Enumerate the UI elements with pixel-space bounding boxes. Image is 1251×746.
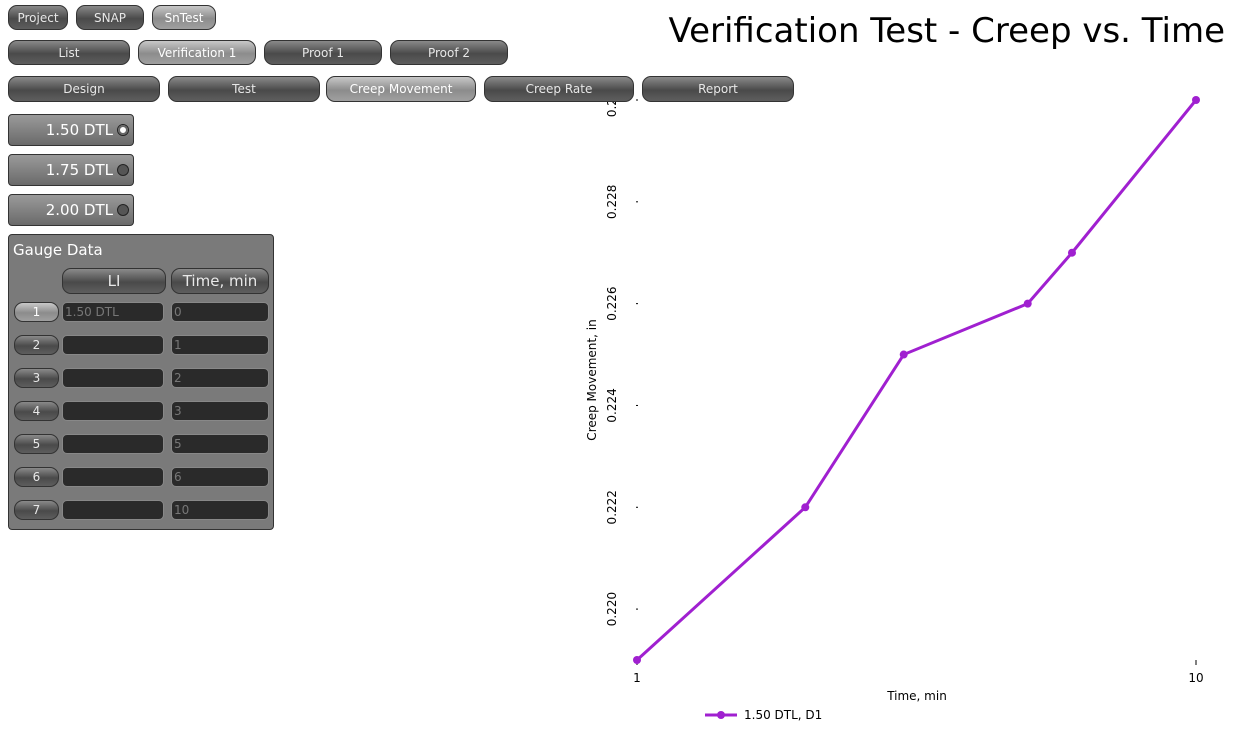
time-cell[interactable]: 1 xyxy=(171,335,269,355)
li-cell[interactable]: 1.50 DTL xyxy=(62,302,164,322)
time-cell[interactable]: 10 xyxy=(171,500,269,520)
y-axis-label: Creep Movement, in xyxy=(585,319,599,440)
load-radio[interactable]: 1.75 DTL xyxy=(8,154,134,186)
y-tick-label: 0.226 xyxy=(605,286,619,320)
x-axis-label: Time, min xyxy=(886,689,947,703)
radio-dot xyxy=(117,124,129,136)
series-line xyxy=(635,99,1198,662)
row-index[interactable]: 2 xyxy=(14,335,59,355)
tab-button[interactable]: SNAP xyxy=(76,5,144,30)
li-cell[interactable] xyxy=(62,500,164,520)
load-radio[interactable]: 1.50 DTL xyxy=(8,114,134,146)
radio-dot xyxy=(117,164,129,176)
data-point xyxy=(801,503,810,512)
data-point xyxy=(1067,248,1076,257)
row-index[interactable]: 5 xyxy=(14,434,59,454)
row-index[interactable]: 3 xyxy=(14,368,59,388)
data-point xyxy=(1192,96,1200,104)
tab-button[interactable]: Proof 2 xyxy=(390,40,508,65)
li-cell[interactable] xyxy=(62,434,164,454)
time-cell[interactable]: 3 xyxy=(171,401,269,421)
time-cell[interactable]: 5 xyxy=(171,434,269,454)
radio-label: 2.00 DTL xyxy=(45,201,113,219)
row-index[interactable]: 1 xyxy=(14,302,59,322)
column-header[interactable]: Time, min xyxy=(171,268,269,294)
data-point xyxy=(1023,299,1032,308)
column-header[interactable]: LI xyxy=(62,268,166,294)
li-cell[interactable] xyxy=(62,368,164,388)
y-tick-label: 0.222 xyxy=(605,490,619,524)
data-point xyxy=(899,350,908,359)
li-cell[interactable] xyxy=(62,401,164,421)
x-tick-label: 10 xyxy=(1188,671,1203,685)
x-tick-label: 1 xyxy=(633,671,641,685)
row-index[interactable]: 7 xyxy=(14,500,59,520)
time-cell[interactable]: 2 xyxy=(171,368,269,388)
tab-button[interactable]: Test xyxy=(168,76,320,102)
load-radio[interactable]: 2.00 DTL xyxy=(8,194,134,226)
radio-label: 1.50 DTL xyxy=(45,121,113,139)
li-cell[interactable] xyxy=(62,335,164,355)
tab-button[interactable]: Report xyxy=(642,76,794,102)
y-tick-label: 0.228 xyxy=(605,185,619,219)
tab-button[interactable]: Project xyxy=(8,5,68,30)
radio-label: 1.75 DTL xyxy=(45,161,113,179)
chart-title: Verification Test - Creep vs. Time xyxy=(668,11,1225,51)
row-index[interactable]: 6 xyxy=(14,467,59,487)
y-tick-label: 0.224 xyxy=(605,388,619,422)
tab-button[interactable]: Creep Movement xyxy=(326,76,476,102)
time-cell[interactable]: 6 xyxy=(171,467,269,487)
tab-button[interactable]: Verification 1 xyxy=(138,40,256,65)
legend-marker xyxy=(717,711,725,719)
row-index[interactable]: 4 xyxy=(14,401,59,421)
tab-button[interactable]: Proof 1 xyxy=(264,40,382,65)
tab-button[interactable]: SnTest xyxy=(152,5,216,30)
tab-button[interactable]: Creep Rate xyxy=(484,76,634,102)
time-cell[interactable]: 0 xyxy=(171,302,269,322)
li-cell[interactable] xyxy=(62,467,164,487)
tab-button[interactable]: List xyxy=(8,40,130,65)
y-tick-label: 0.220 xyxy=(605,592,619,626)
panel-title: Gauge Data xyxy=(13,241,103,259)
data-point xyxy=(633,656,641,664)
tab-button[interactable]: Design xyxy=(8,76,160,102)
legend-label: 1.50 DTL, D1 xyxy=(744,708,822,722)
radio-dot xyxy=(117,204,129,216)
gauge-panel: Gauge Data LI Time, min 1 1.50 DTL 0 2 1 3 2 4 3 5 5 6… xyxy=(8,234,274,530)
